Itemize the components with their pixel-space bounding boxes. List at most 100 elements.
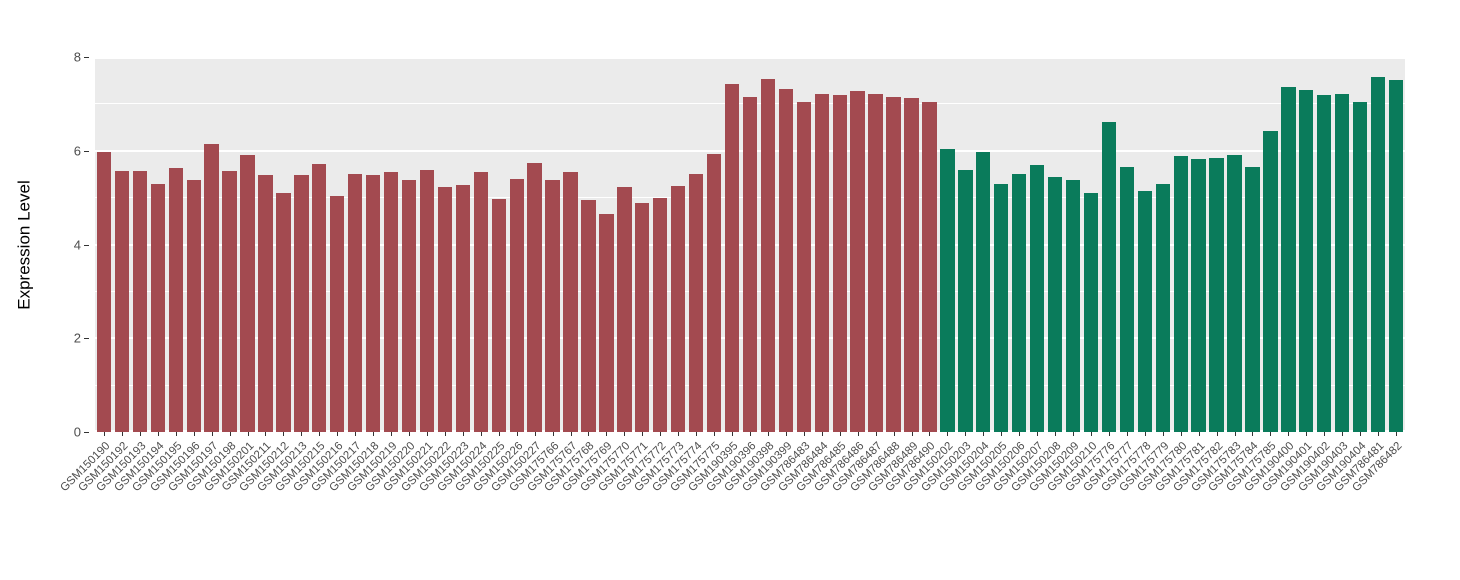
x-tick-mark	[373, 432, 375, 436]
x-tick-mark	[588, 432, 590, 436]
bar-GSM786488	[886, 96, 901, 432]
x-tick-mark	[103, 432, 105, 436]
x-tick-mark	[965, 432, 967, 436]
x-tick-mark	[1001, 432, 1003, 436]
x-tick-mark	[319, 432, 321, 436]
bar-GSM190396	[742, 96, 758, 432]
bar-GSM175785	[1263, 130, 1278, 432]
x-tick-mark	[1198, 432, 1200, 436]
bar-GSM150195	[168, 168, 183, 432]
x-tick-mark	[750, 432, 751, 436]
x-tick-mark	[624, 432, 626, 436]
bar-GSM175781	[1191, 158, 1206, 432]
bar-GSM150219	[383, 171, 399, 432]
bar-GSM786484	[814, 93, 829, 432]
x-tick-mark	[552, 432, 554, 436]
bar-GSM150213	[294, 175, 309, 432]
bar-GSM786490	[922, 101, 937, 432]
x-tick-mark	[1270, 432, 1272, 436]
x-tick-mark	[1037, 432, 1039, 436]
bar-GSM175777	[1119, 167, 1134, 432]
bar-GSM175773	[671, 185, 686, 432]
x-tick-mark	[642, 432, 644, 436]
x-tick-mark	[391, 432, 393, 436]
x-tick-mark	[355, 432, 357, 436]
x-tick-mark	[911, 432, 913, 436]
bar-GSM190399	[778, 88, 794, 432]
bar-GSM150196	[186, 179, 201, 432]
y-axis-ticks: 0 2 4 6 8	[0, 50, 95, 440]
bar-GSM150220	[401, 179, 417, 432]
x-tick-mark	[283, 432, 285, 436]
bar-GSM150194	[150, 183, 165, 432]
x-tick-mark	[1090, 432, 1092, 436]
x-tick-mark	[1180, 432, 1182, 436]
bar-GSM150202	[940, 149, 955, 432]
bar-GSM786482	[1388, 80, 1404, 432]
bar-GSM786486	[850, 91, 865, 432]
x-tick-mark	[929, 432, 931, 436]
x-tick-mark	[462, 432, 464, 436]
x-tick-mark	[1378, 432, 1380, 436]
x-tick-mark	[983, 432, 985, 436]
gridline-major	[95, 57, 1405, 59]
x-tick-mark	[678, 432, 680, 436]
bar-GSM175770	[617, 187, 632, 432]
y-tick-mark	[84, 150, 89, 152]
x-tick-mark	[426, 432, 428, 436]
bar-GSM150226	[509, 178, 524, 432]
bar-GSM150204	[976, 152, 991, 432]
bar-GSM190401	[1299, 89, 1314, 432]
x-tick-mark	[947, 432, 949, 436]
x-tick-mark	[714, 432, 716, 436]
x-tick-mark	[247, 432, 249, 436]
bar-GSM175779	[1155, 183, 1170, 432]
x-tick-mark	[1342, 432, 1344, 436]
x-tick-mark	[821, 432, 823, 436]
y-tick-label-2: 2	[73, 330, 81, 346]
bar-GSM150222	[437, 187, 453, 432]
bar-GSM786489	[904, 97, 919, 432]
bar-GSM175772	[653, 197, 668, 432]
bar-GSM150208	[1047, 177, 1063, 432]
x-tick-mark	[1396, 432, 1398, 436]
x-tick-mark	[409, 432, 411, 436]
bar-GSM150209	[1065, 179, 1081, 432]
y-tick-mark	[84, 244, 89, 246]
x-tick-mark	[516, 432, 518, 436]
x-tick-mark	[175, 432, 177, 436]
bar-GSM190402	[1317, 95, 1332, 432]
x-tick-mark	[444, 432, 446, 436]
x-tick-mark	[1162, 432, 1164, 436]
bar-GSM175776	[1101, 121, 1117, 432]
bar-GSM175774	[688, 174, 704, 432]
x-tick-mark	[1144, 432, 1146, 436]
y-tick-label-8: 8	[73, 49, 81, 65]
bar-GSM786485	[832, 94, 847, 432]
bar-GSM175775	[706, 154, 722, 432]
bar-GSM150207	[1029, 164, 1045, 432]
bar-GSM190400	[1281, 87, 1296, 432]
bar-GSM150205	[994, 183, 1009, 432]
bar-GSM175767	[563, 171, 578, 432]
bar-GSM150227	[527, 163, 542, 432]
bar-GSM150215	[312, 163, 327, 432]
x-tick-mark	[857, 432, 859, 436]
bar-GSM150203	[958, 169, 973, 432]
x-tick-mark	[1108, 432, 1110, 436]
bar-GSM150223	[455, 184, 471, 432]
bar-GSM150190	[96, 152, 112, 432]
bar-GSM150221	[419, 170, 435, 432]
bar-GSM175784	[1245, 167, 1260, 432]
x-tick-mark	[660, 432, 662, 436]
bar-GSM150192	[114, 170, 130, 432]
bar-GSM175769	[599, 214, 614, 432]
x-tick-mark	[121, 432, 123, 436]
x-tick-mark	[1019, 432, 1021, 436]
bar-GSM150201	[240, 155, 255, 432]
x-tick-mark	[696, 432, 698, 436]
y-tick-label-4: 4	[73, 237, 81, 252]
bar-GSM150210	[1083, 192, 1099, 432]
bar-GSM175766	[545, 179, 560, 432]
bar-GSM150212	[276, 192, 291, 432]
